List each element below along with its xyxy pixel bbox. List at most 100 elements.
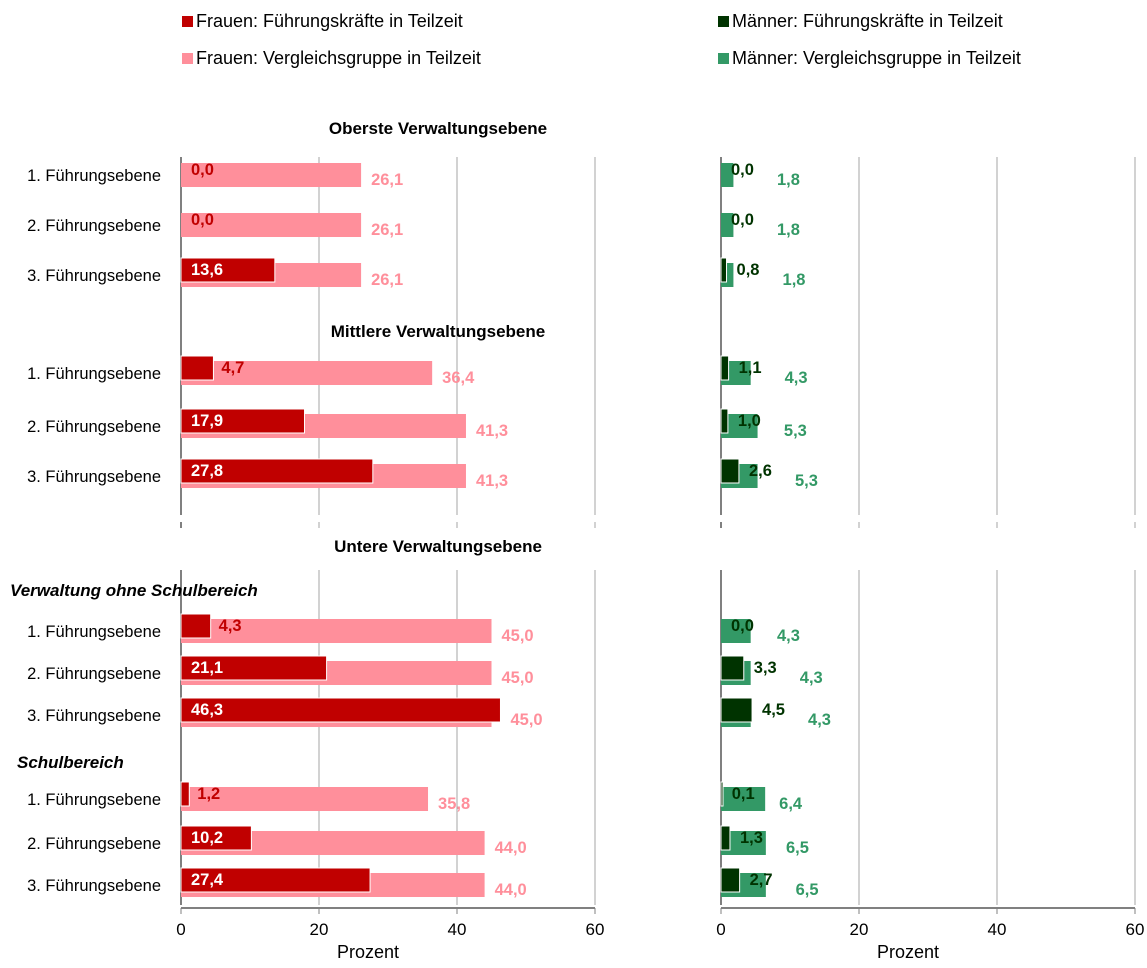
bar-women-leaders (180, 355, 214, 381)
legend-swatch-men-leaders (718, 16, 729, 27)
category-label: 1. Führungsebene (27, 791, 161, 809)
data-label-men-comparison: 1,8 (777, 221, 800, 239)
x-tick-label: 0 (176, 920, 185, 939)
data-label-men-leaders: 1,1 (739, 359, 762, 377)
section-title: Mittlere Verwaltungsebene (331, 322, 545, 341)
section-subtitle: Verwaltung ohne Schulbereich (10, 581, 258, 600)
data-label-women-comparison: 26,1 (371, 271, 403, 289)
category-label: 1. Führungsebene (27, 167, 161, 185)
bar-women-comparison (181, 213, 362, 237)
bar-women-comparison (181, 787, 429, 811)
legend-swatch-women-leaders (182, 16, 193, 27)
data-label-men-comparison: 4,3 (785, 369, 808, 387)
category-label: 3. Führungsebene (27, 267, 161, 285)
legend-item-men-leaders: Männer: Führungskräfte in Teilzeit (718, 10, 1003, 32)
category-label: 3. Führungsebene (27, 468, 161, 486)
category-label: 3. Führungsebene (27, 707, 161, 725)
data-label-women-leaders: 21,1 (191, 659, 223, 677)
bar-women-comparison (181, 361, 433, 385)
x-axis-title: Prozent (877, 942, 939, 962)
data-label-men-comparison: 6,5 (786, 839, 809, 857)
data-label-women-comparison: 41,3 (476, 472, 508, 490)
category-label: 2. Führungsebene (27, 217, 161, 235)
legend-swatch-men-comparison (718, 53, 729, 64)
bar-men-comparison (721, 619, 751, 643)
data-label-men-comparison: 5,3 (795, 472, 818, 490)
data-label-men-leaders: 4,5 (762, 701, 785, 719)
data-label-women-comparison: 41,3 (476, 422, 508, 440)
legend-label-women-comparison: Frauen: Vergleichsgruppe in Teilzeit (196, 48, 481, 68)
section-title: Untere Verwaltungsebene (334, 537, 542, 556)
data-label-men-leaders: 0,0 (731, 617, 754, 635)
bar-women-comparison (181, 619, 492, 643)
x-tick-label: 40 (448, 920, 467, 939)
x-axis-title: Prozent (337, 942, 399, 962)
data-label-women-leaders: 0,0 (191, 211, 214, 229)
data-label-women-comparison: 26,1 (371, 171, 403, 189)
data-label-women-comparison: 35,8 (438, 795, 470, 813)
data-label-women-leaders: 4,3 (219, 617, 242, 635)
legend-item-women-leaders: Frauen: Führungskräfte in Teilzeit (182, 10, 463, 32)
category-label: 3. Führungsebene (27, 877, 161, 895)
data-label-men-comparison: 1,8 (783, 271, 806, 289)
x-tick-label: 20 (850, 920, 869, 939)
data-label-women-leaders: 27,8 (191, 462, 223, 480)
legend-swatch-women-comparison (182, 53, 193, 64)
x-tick-label: 0 (716, 920, 725, 939)
data-label-men-leaders: 1,3 (740, 829, 763, 847)
x-tick-label: 20 (310, 920, 329, 939)
data-label-women-leaders: 17,9 (191, 412, 223, 430)
section-subtitle: Schulbereich (17, 753, 124, 772)
data-label-men-leaders: 0,0 (731, 161, 754, 179)
legend-label-men-leaders: Männer: Führungskräfte in Teilzeit (732, 11, 1003, 31)
data-label-men-comparison: 4,3 (808, 711, 831, 729)
legend-label-men-comparison: Männer: Vergleichsgruppe in Teilzeit (732, 48, 1021, 68)
data-label-men-leaders: 2,6 (749, 462, 772, 480)
bar-women-leaders (180, 655, 328, 681)
category-label: 2. Führungsebene (27, 665, 161, 683)
bar-men-comparison (721, 787, 766, 811)
category-label: 2. Führungsebene (27, 835, 161, 853)
category-label: 1. Führungsebene (27, 365, 161, 383)
x-tick-label: 40 (988, 920, 1007, 939)
legend-label-women-leaders: Frauen: Führungskräfte in Teilzeit (196, 11, 463, 31)
bar-men-leaders (720, 408, 729, 434)
bar-men-leaders (720, 458, 740, 484)
chart-legend: Frauen: Führungskräfte in Teilzeit Fraue… (0, 0, 1147, 80)
legend-item-men-comparison: Männer: Vergleichsgruppe in Teilzeit (718, 47, 1021, 69)
bar-men-comparison (721, 213, 734, 237)
data-label-women-comparison: 44,0 (495, 881, 527, 899)
data-label-men-comparison: 4,3 (777, 627, 800, 645)
bar-women-leaders (180, 867, 371, 893)
data-label-women-comparison: 26,1 (371, 221, 403, 239)
category-label: 1. Führungsebene (27, 623, 161, 641)
bar-men-leaders (720, 867, 741, 893)
bar-women-leaders (180, 825, 252, 851)
data-label-women-comparison: 44,0 (495, 839, 527, 857)
data-label-men-comparison: 6,4 (779, 795, 803, 813)
bar-men-leaders (720, 697, 753, 723)
data-label-women-leaders: 13,6 (191, 261, 223, 279)
bar-women-leaders (180, 697, 501, 723)
bar-men-leaders (720, 257, 728, 283)
data-label-men-comparison: 6,5 (796, 881, 819, 899)
bar-men-leaders (720, 781, 724, 807)
bar-women-leaders (180, 257, 276, 283)
data-label-women-leaders: 4,7 (221, 359, 244, 377)
data-label-men-leaders: 3,3 (754, 659, 777, 677)
bar-men-comparison (721, 163, 734, 187)
bar-women-leaders (180, 408, 306, 434)
data-label-men-comparison: 4,3 (800, 669, 823, 687)
data-label-men-leaders: 1,0 (738, 412, 761, 430)
data-label-women-comparison: 45,0 (502, 627, 534, 645)
data-label-men-comparison: 5,3 (784, 422, 807, 440)
category-label: 2. Führungsebene (27, 418, 161, 436)
data-label-women-leaders: 0,0 (191, 161, 214, 179)
data-label-women-leaders: 10,2 (191, 829, 223, 847)
data-label-women-comparison: 36,4 (442, 369, 475, 387)
section-title: Oberste Verwaltungsebene (329, 119, 547, 138)
data-label-men-leaders: 2,7 (750, 871, 773, 889)
data-label-men-comparison: 1,8 (777, 171, 800, 189)
data-label-women-comparison: 45,0 (502, 669, 534, 687)
